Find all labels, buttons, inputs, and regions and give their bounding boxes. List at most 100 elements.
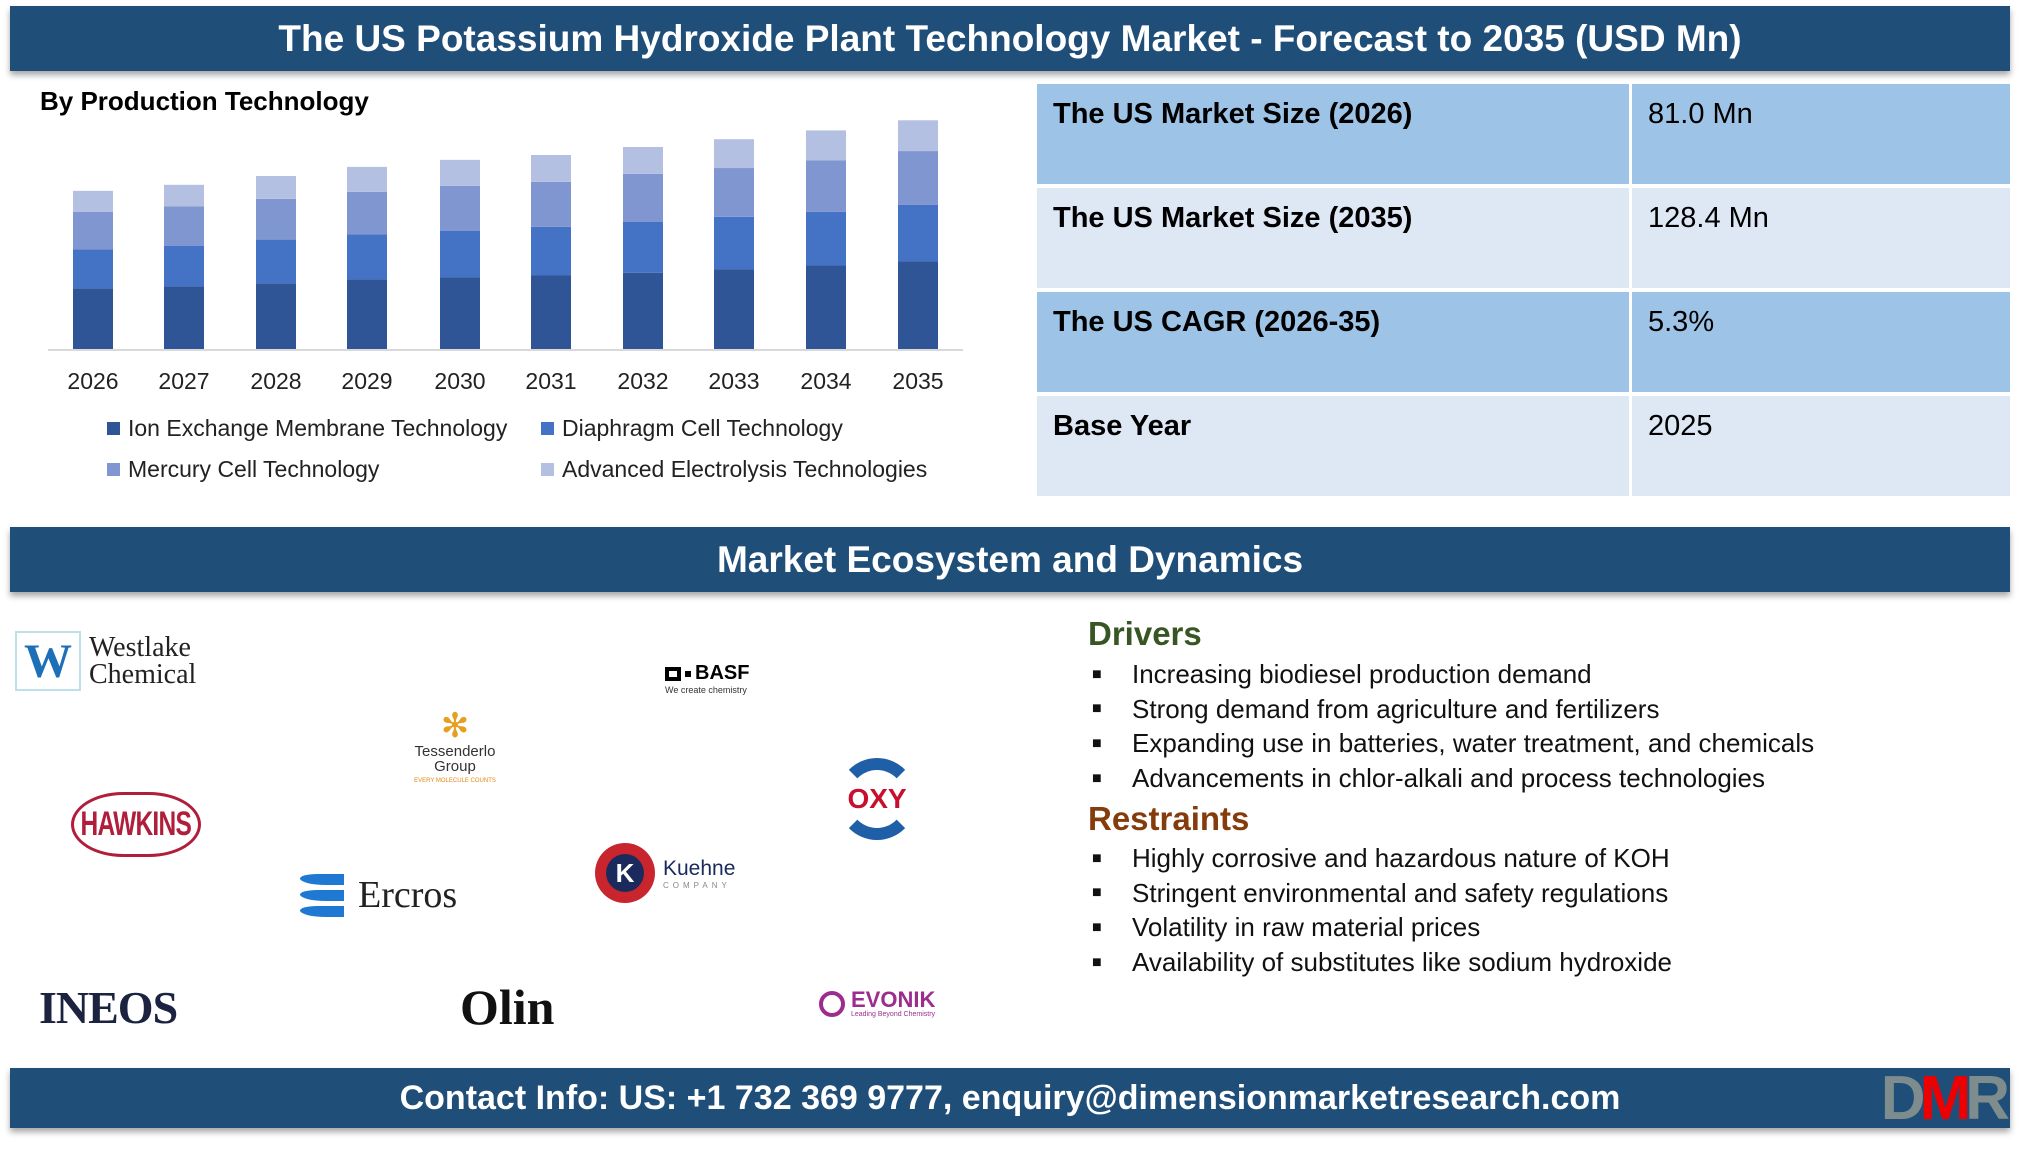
restraint-item: ■ Availability of substitutes like sodium… [1092,947,1672,978]
kuehne-badge-icon: K [595,843,655,903]
bar-segment-2030-s1 [440,230,480,278]
bar-segment-2032-s1 [623,221,663,273]
bullet-icon: ■ [1092,700,1102,718]
row-value: 5.3% [1648,306,1715,338]
bar-segment-2026-s3 [73,190,113,212]
bar-segment-2027-s3 [164,184,204,207]
logo-tessenderlo: ✻ Tessenderlo Group EVERY MOLECULE COUNT… [400,708,510,784]
bar-segment-2028-s3 [256,176,296,199]
item-text: Advancements in chlor-alkali and process… [1132,763,1766,794]
restraint-item: ■ Volatility in raw material prices [1092,912,1480,943]
logo-tagline: Leading Beyond Chemistry [851,1011,936,1018]
driver-item: ■ Strong demand from agriculture and fert… [1092,694,1659,725]
bar-segment-2029-s2 [347,191,387,235]
x-tick-label: 2028 [250,368,302,394]
bullet-icon: ■ [1092,734,1102,752]
bar-segment-2032-s3 [623,146,663,174]
logo-text: Chemical [89,659,197,690]
bullet-icon: ■ [1092,918,1102,936]
row-label: Base Year [1037,396,1632,496]
bullet-icon: ■ [1092,849,1102,867]
bar-segment-2035-s1 [898,204,938,262]
x-tick-label: 2026 [67,368,119,394]
x-tick-label: 2029 [341,368,393,394]
bar-segment-2027-s2 [164,206,204,246]
ercros-waves-icon [300,873,344,917]
legend-swatch [107,422,120,435]
logo-tagline: EVERY MOLECULE COUNTS [414,778,496,784]
bar-segment-2029-s0 [347,279,387,349]
table-row: The US Market Size (2035) 128.4 Mn [1037,188,2010,288]
chart-title: By Production Technology [40,86,369,116]
bullet-icon: ■ [1092,769,1102,787]
logo-text: HAWKINS [80,805,192,843]
item-text: Availability of substitutes like sodium … [1132,947,1673,978]
bar-segment-2034-s1 [806,211,846,266]
evonik-e-icon [819,990,845,1017]
x-tick-label: 2033 [708,368,760,394]
legend-swatch [541,463,554,476]
legend-label: Ion Exchange Membrane Technology [128,415,508,441]
basf-square-icon [665,666,681,681]
legend-label: Mercury Cell Technology [128,456,380,482]
bar-segment-2035-s0 [898,261,938,349]
logo-text: COMPANY [663,880,731,890]
restraint-item: ■ Stringent environmental and safety regu… [1092,878,1668,909]
bar-segment-2031-s0 [531,275,571,349]
bar-segment-2028-s0 [256,283,296,349]
row-value: 81.0 Mn [1648,98,1753,130]
bar-segment-2027-s1 [164,245,204,287]
row-value: 2025 [1648,410,1713,442]
row-value: 128.4 Mn [1648,202,1769,234]
x-tick-label: 2032 [617,368,669,394]
restraint-item: ■ Highly corrosive and hazardous nature o… [1092,843,1670,874]
logo-oxy: OXY [837,758,917,840]
logo-ineos: INEOS [39,982,178,1033]
tessenderlo-emblem-icon: ✻ [440,707,470,745]
bar-segment-2027-s0 [164,286,204,349]
bar-segment-2032-s0 [623,272,663,349]
x-tick-label: 2030 [434,368,486,394]
x-tick-label: 2027 [158,368,210,394]
legend-advanced: Advanced Electrolysis Technologies [541,456,927,483]
bullet-icon: ■ [1092,665,1102,683]
logo-kuehne: K Kuehne COMPANY [595,843,735,903]
table-row: Base Year 2025 [1037,396,2010,496]
legend-mercury: Mercury Cell Technology [107,456,379,483]
bar-segment-2031-s2 [531,181,571,227]
logo-text: Westlake [89,632,191,663]
logo-text: Tessenderlo [414,743,496,760]
logo-text: EVONIK [851,987,936,1012]
bar-segment-2033-s3 [714,139,754,169]
bar-segment-2034-s0 [806,265,846,349]
logo-text: INEOS [39,982,178,1033]
logo-basf: BASF We create chemistry [665,662,749,695]
logo-westlake: W Westlake Chemical [15,631,196,691]
restraints-heading: Restraints [1088,800,1250,837]
legend-diaphragm: Diaphragm Cell Technology [541,415,843,442]
bar-segment-2033-s2 [714,168,754,217]
logo-evonik: EVONIK Leading Beyond Chemistry [819,989,935,1018]
item-text: Strong demand from agriculture and ferti… [1132,693,1660,724]
dmr-logo: DMR [1880,1064,2010,1133]
bar-segment-2034-s2 [806,160,846,212]
bar-segment-2031-s3 [531,154,571,182]
logo-text: BASF [695,662,750,684]
driver-item: ■ Advancements in chlor-alkali and proces… [1092,763,1765,794]
bar-segment-2030-s0 [440,277,480,349]
bullet-icon: ■ [1092,953,1102,971]
bar-segment-2030-s2 [440,185,480,231]
bar-segment-2033-s1 [714,216,754,270]
table-row: The US CAGR (2026-35) 5.3% [1037,292,2010,392]
logo-hawkins: HAWKINS [71,792,201,857]
drivers-heading: Drivers [1088,615,1202,652]
bar-segment-2035-s3 [898,120,938,152]
item-text: Volatility in raw material prices [1132,912,1481,943]
logo-text: Ercros [358,874,458,916]
item-text: Expanding use in batteries, water treatm… [1132,728,1815,759]
item-text: Stringent environmental and safety regul… [1132,877,1669,908]
legend-label: Advanced Electrolysis Technologies [562,456,928,482]
bar-segment-2030-s3 [440,159,480,186]
bar-segment-2026-s0 [73,288,113,349]
section-title: Market Ecosystem and Dynamics [10,527,2010,592]
